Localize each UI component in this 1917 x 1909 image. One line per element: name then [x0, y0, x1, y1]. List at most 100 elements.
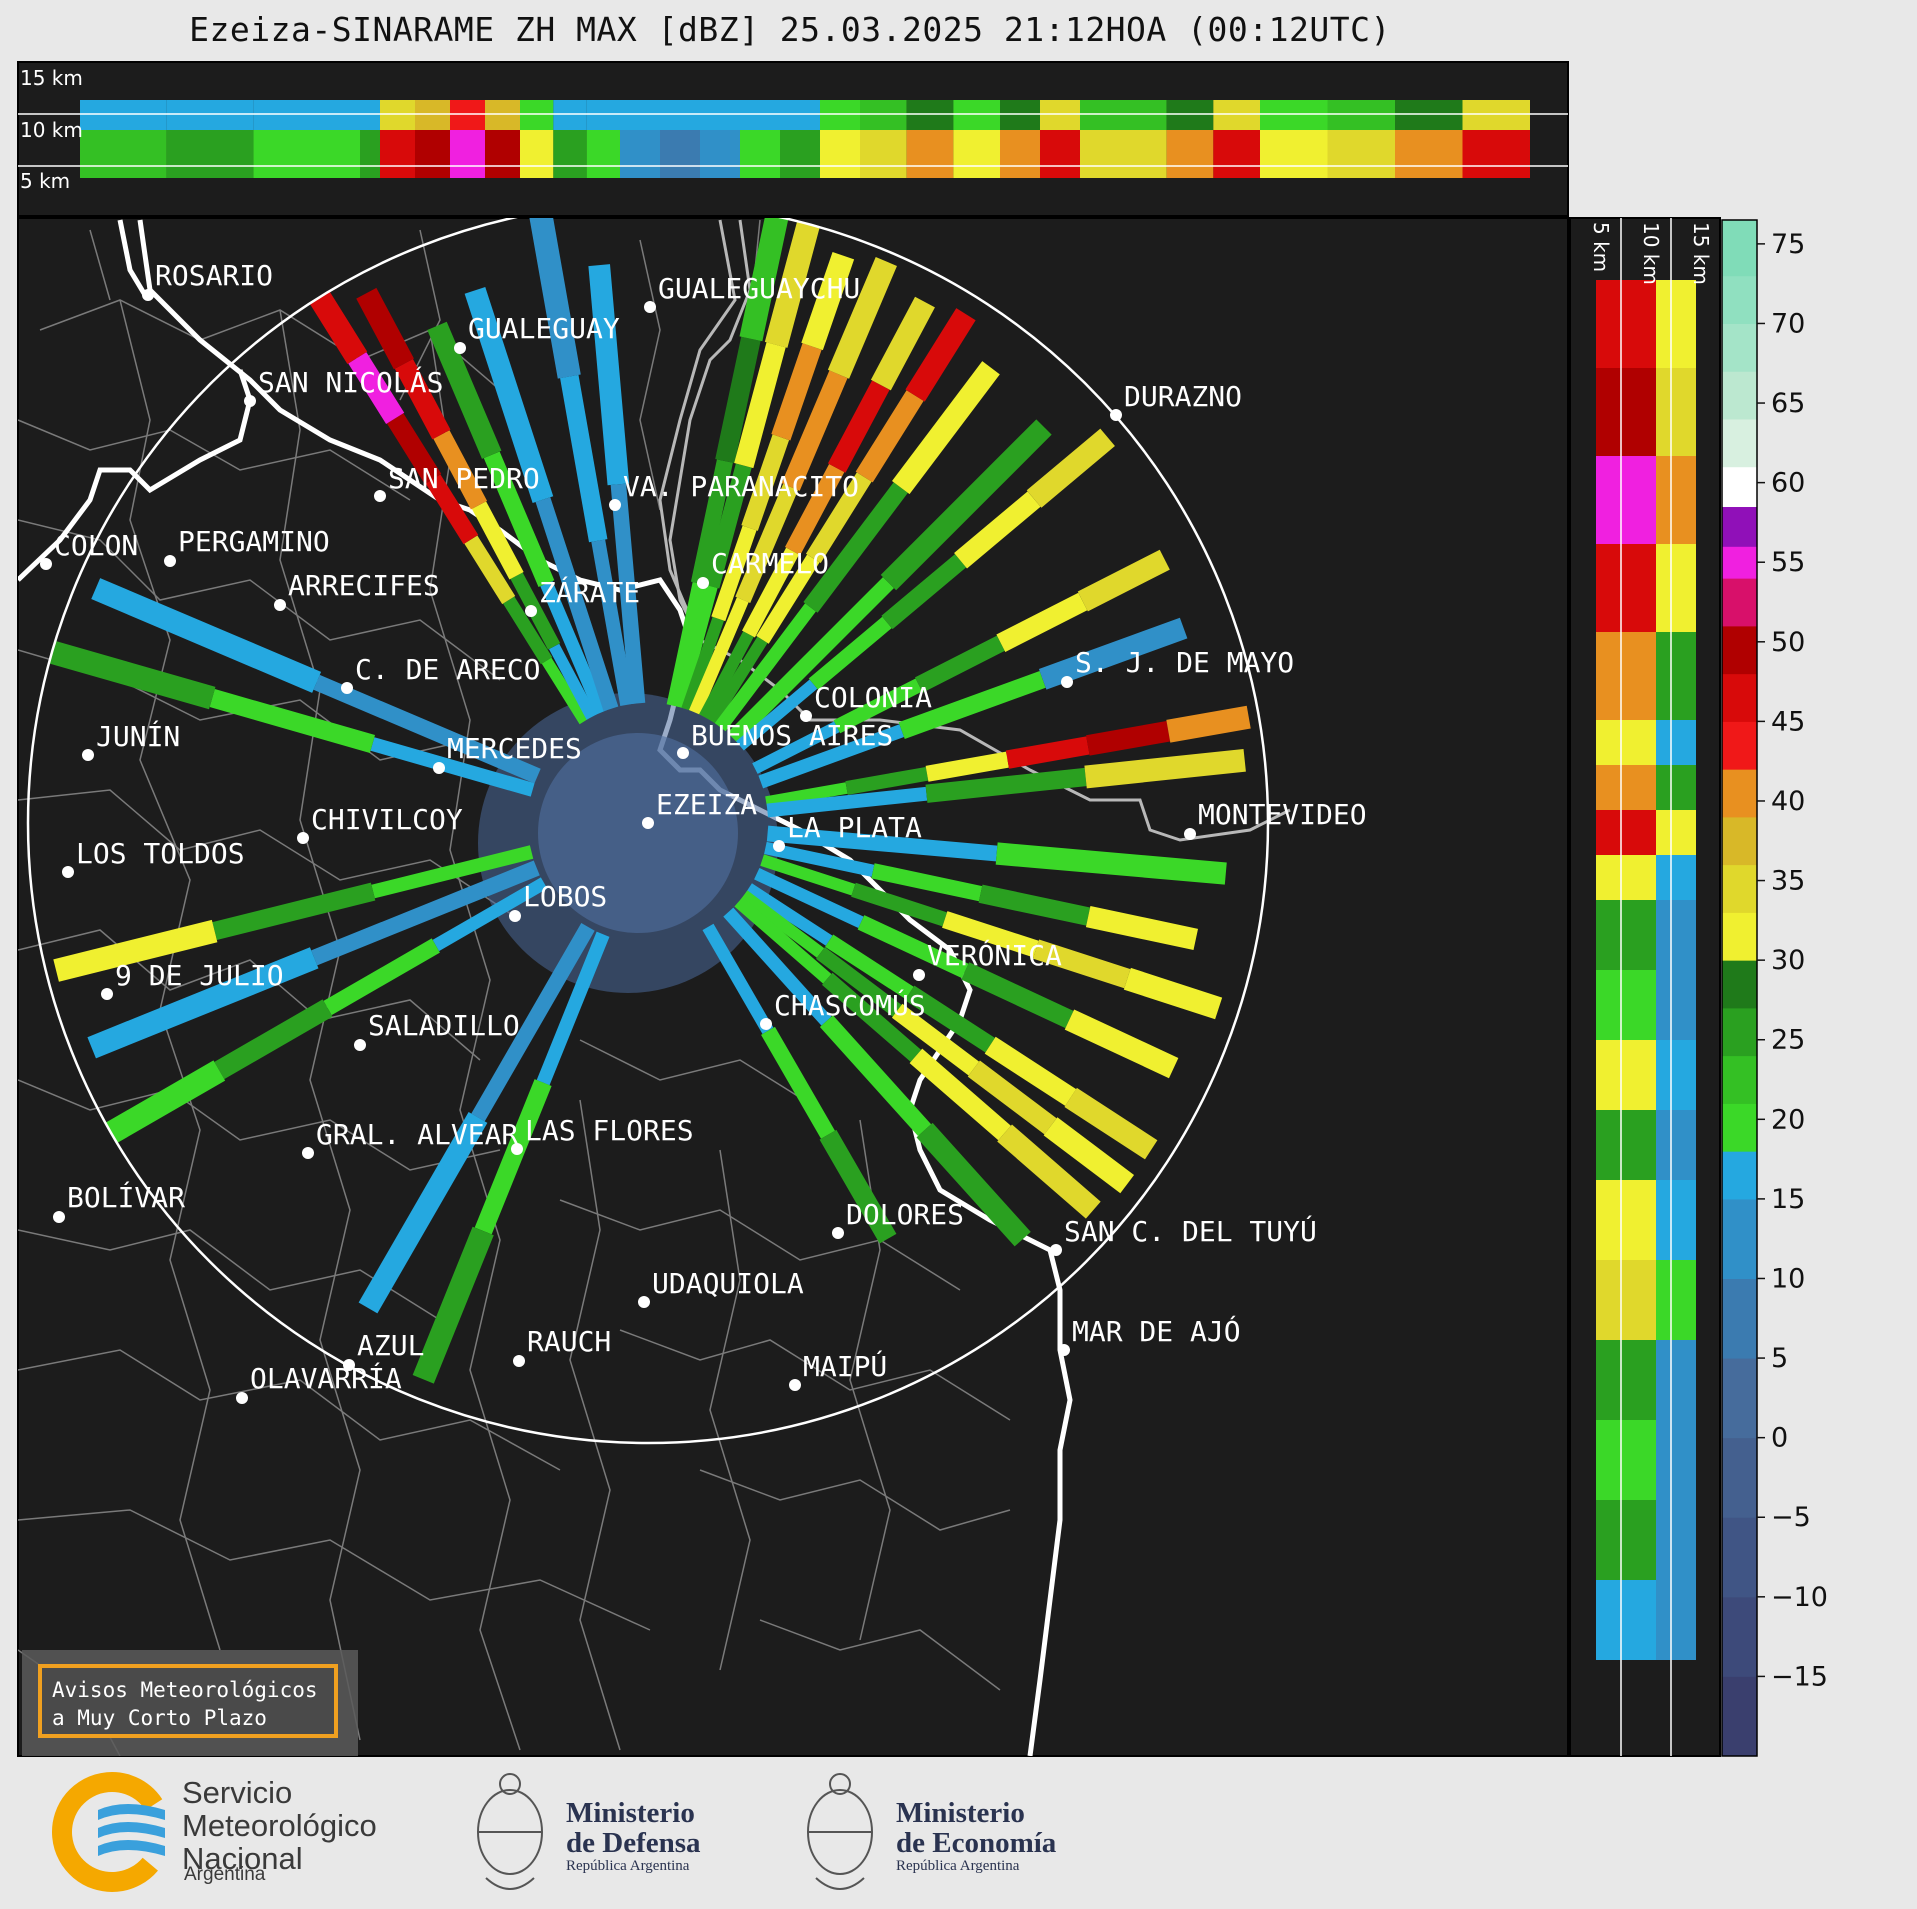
top-strip-cell-upper: [1260, 100, 1328, 130]
ray-segment: [394, 359, 451, 440]
top-strip-cell-upper: [700, 100, 740, 130]
avisos-button[interactable]: Avisos Meteorológicos a Muy Corto Plazo: [38, 1664, 338, 1738]
colorbar-band-0: [1722, 1676, 1757, 1757]
top-strip-cell: [485, 130, 520, 178]
argentina-coat-of-arms-icon-2: [807, 1773, 873, 1890]
side-strip-cell: [1596, 1340, 1656, 1420]
parana-river-line: [668, 219, 752, 621]
ray-segment: [925, 767, 1087, 803]
top-strip-cell-upper: [380, 100, 415, 130]
top-strip-cell: [1080, 130, 1120, 178]
colorbar-band-9: [1722, 1055, 1757, 1104]
colorbar-tick-label: 30: [1771, 945, 1805, 976]
ray-segment: [503, 596, 553, 665]
top-strip-cell: [740, 130, 780, 178]
top-strip-cell: [340, 130, 360, 178]
clutter-inner: [538, 733, 738, 933]
city-dot: [101, 988, 113, 1000]
city-label: CHIVILCOY: [311, 803, 463, 836]
city-label: UDAQUIOLA: [652, 1267, 804, 1300]
colorbar-band-1: [1722, 1596, 1757, 1677]
ray-segment: [942, 911, 1039, 958]
ray-segment: [471, 501, 524, 580]
city-dot: [454, 342, 466, 354]
top-strip-cell: [586, 130, 620, 178]
city-label: S. J. DE MAYO: [1075, 646, 1294, 679]
top-strip-cell: [700, 130, 740, 178]
side-cross-section-panel: 5 km 10 km 15 km: [1569, 217, 1721, 1757]
ray-segment: [209, 689, 376, 753]
ray-segment: [822, 972, 922, 1062]
ray-segment: [771, 343, 822, 441]
top-strip-cell: [1213, 130, 1260, 178]
top-strip-cell-upper: [1120, 100, 1167, 130]
colorbar-band-10: [1722, 1007, 1757, 1057]
city-dot: [677, 747, 689, 759]
city-label: GRAL. ALVEAR: [316, 1118, 518, 1151]
side-strip-cell: [1596, 1040, 1656, 1110]
side-strip-cell-upper: [1656, 280, 1696, 368]
top-strip-cell: [780, 130, 820, 178]
ray-segment: [916, 1122, 1031, 1247]
city-label: OLAVARRÍA: [250, 1361, 402, 1395]
city-dot: [297, 832, 309, 844]
ray-segment: [672, 584, 718, 709]
city-label: CARMELO: [711, 547, 829, 580]
ray-segment: [984, 1036, 1077, 1106]
city-labels: ROSARIO GUALEGUAYCHU GUALEGUAY SAN NICOLÁS D…: [40, 259, 1367, 1404]
city-dot: [236, 1392, 248, 1404]
city-dot: [638, 1296, 650, 1308]
side-strip-cell: [1596, 900, 1656, 970]
city-dot: [832, 1227, 844, 1239]
top-strip-cell-upper: [1000, 100, 1040, 130]
colorbar-band-20: [1722, 546, 1757, 579]
ray-segment: [425, 474, 479, 545]
top-strip-cell: [1166, 130, 1214, 178]
city-label: COLONIA: [814, 681, 932, 714]
ray-segment: [1005, 736, 1090, 769]
city-label: COLON: [54, 529, 138, 562]
colorbar-band-19: [1722, 578, 1757, 627]
ray-segment: [471, 923, 595, 1122]
city-label: SAN C. DEL TUYÚ: [1064, 1214, 1317, 1248]
city-dot: [244, 395, 256, 407]
colorbar-band-17: [1722, 673, 1757, 722]
ray-segment: [535, 497, 619, 712]
ray-segment: [756, 554, 820, 644]
top-strip-cell-upper: [1040, 100, 1080, 130]
city-label: SAN PEDRO: [388, 462, 540, 495]
top-strip-cell: [166, 130, 254, 178]
ray-segment: [548, 643, 597, 720]
colorbar-tick-label: 25: [1771, 1025, 1805, 1056]
ray-segment: [996, 592, 1088, 652]
ray-segment: [870, 296, 935, 391]
ray-segment: [827, 380, 890, 473]
top-strip-cell: [360, 130, 380, 178]
defensa-sub: República Argentina: [566, 1858, 690, 1874]
ray-segment: [464, 287, 554, 503]
ray-segment: [880, 419, 1052, 591]
ray-segment: [591, 539, 635, 707]
ray-segment: [1084, 748, 1246, 789]
top-strip-cell: [520, 130, 554, 178]
city-label: BUENOS AIRES: [691, 719, 893, 752]
top-strip-cell-upper: [166, 100, 254, 130]
ray-segment: [370, 737, 535, 797]
ray-segment: [845, 766, 929, 795]
top-label-5km: 5 km: [20, 169, 70, 193]
ray-segment: [690, 459, 733, 586]
top-strip-cell: [660, 130, 700, 178]
colorbar-band-23: [1722, 418, 1757, 468]
top-strip-cell-upper: [1327, 100, 1395, 130]
smn-logo: [52, 1772, 172, 1892]
side-strip-cell-upper: [1656, 1420, 1696, 1500]
colorbar-band-5: [1722, 1278, 1757, 1359]
city-dot: [1058, 1344, 1070, 1356]
colorbar-band-25: [1722, 323, 1757, 372]
side-strip-cell-upper: [1656, 1580, 1696, 1660]
top-strip-cell-upper: [660, 100, 700, 130]
ray-segment: [699, 631, 754, 720]
side-strip-cell: [1596, 368, 1656, 456]
ray-segment: [1077, 549, 1170, 612]
top-label-10km: 10 km: [20, 118, 83, 142]
